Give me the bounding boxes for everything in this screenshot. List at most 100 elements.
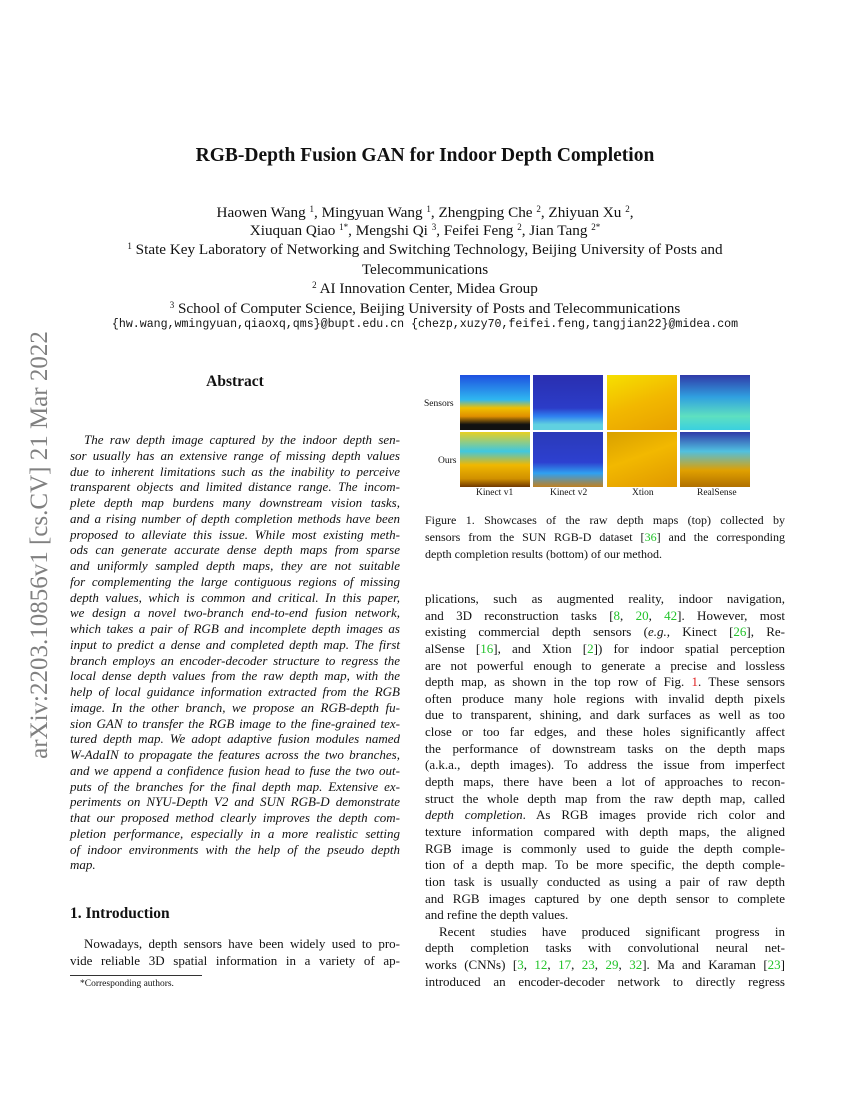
author-name: Haowen Wang (216, 204, 306, 221)
text-line: texture information compared with depth … (425, 823, 785, 839)
introduction-heading: 1. Introduction (70, 905, 170, 922)
text-line: for complementing the large contiguous r… (70, 573, 400, 589)
text-line: Figure 1. Showcases of the raw depth map… (425, 513, 785, 527)
author-affiliation-mark: 2* (591, 222, 601, 232)
author-affiliation-mark: 2 (625, 204, 630, 214)
text-line: tion of a depth map. To be more specific… (425, 857, 785, 873)
arxiv-stamp: arXiv:2203.10856v1 [cs.CV] 21 Mar 2022 (26, 331, 53, 759)
col-label-kinect-v1: Kinect v1 (476, 488, 514, 498)
author-line: Xiuquan Qiao 1*, Mengshi Qi 3, Feifei Fe… (249, 222, 601, 239)
text-line: works (CNNs) [3, 12, 17, 23, 29, 32]. Ma… (425, 957, 786, 973)
author-name: Zhengping Che (438, 204, 533, 221)
text-line: and uniformly sampled depth maps, they a… (70, 558, 400, 573)
depth-map-sensors-kinect-v2 (533, 375, 603, 430)
author-name: Jian Tang (529, 222, 588, 239)
text-line: that our proposed method clearly improve… (70, 810, 400, 825)
text-line: struct the whole depth map from the raw … (425, 790, 785, 806)
text-line: which takes a pair of RGB and incomplete… (70, 621, 400, 636)
text-line: tion task is usually conducted as using … (425, 873, 785, 889)
author-name: Mingyuan Wang (321, 204, 423, 221)
text-line: local dense depth values from the raw de… (70, 668, 400, 684)
text-line: image. In the other branch, we propose a… (70, 699, 400, 715)
footnote: *Corresponding authors. (80, 979, 174, 989)
text-line: help of local guidance information extra… (70, 684, 400, 699)
author-name: Mengshi Qi (355, 222, 428, 239)
depth-map-ours-xtion (607, 432, 677, 487)
author-name: Feifei Feng (443, 222, 514, 239)
text-line: puts of the branches for the final depth… (70, 778, 400, 794)
depth-map-ours-kinect-v1 (460, 432, 530, 487)
text-line: due to transparent, shining, and dark su… (425, 707, 785, 723)
row-label-ours: Ours (438, 456, 457, 466)
text-line: the performance of downstream tasks on t… (425, 740, 785, 756)
text-line: we design a novel two-branch end-to-end … (70, 605, 400, 621)
text-line: ods can generate accurate dense depth ma… (70, 542, 400, 558)
text-line: alSense [16], and Xtion [2]) for indoor … (425, 640, 785, 656)
text-line: W-AdaIN to propagate the features across… (70, 747, 400, 762)
text-line: and we append a confidence fusion head t… (70, 762, 400, 778)
text-line: depth completion results (bottom) of our… (425, 547, 662, 561)
abstract-heading: Abstract (206, 373, 264, 390)
text-line: The raw depth image captured by the indo… (84, 432, 400, 447)
text-line: existing commercial depth sensors (e.g.,… (425, 624, 786, 640)
depth-map-sensors-realsense (680, 375, 750, 430)
emails: {hw.wang,wmingyuan,qiaoxq,qms}@bupt.edu.… (111, 318, 739, 331)
author-affiliation-mark: 1 (309, 204, 314, 214)
introduction-body: Nowadays, depth sensors have been widely… (70, 936, 400, 969)
depth-map-ours-kinect-v2 (533, 432, 603, 487)
text-line: and 3D reconstruction tasks [8, 20, 42].… (425, 607, 786, 623)
text-line: map. (70, 857, 96, 873)
text-line: depth map, as shown in the top row of Fi… (425, 674, 785, 690)
author-affiliation-mark: 1* (339, 222, 349, 232)
text-line: are not powerful enough to generate a pr… (425, 657, 785, 673)
text-line: transparent objects and limited distance… (70, 479, 400, 495)
author-affiliation-mark: 1 (426, 204, 431, 214)
text-line: sion GAN to transfer the RGB image to th… (70, 715, 400, 731)
col-label-xtion: Xtion (632, 488, 654, 498)
abstract-body: The raw depth image captured by the indo… (70, 432, 400, 873)
text-line: (a.k.a., depth images). To address the i… (425, 757, 785, 773)
text-line: vide reliable 3D spatial information in … (70, 952, 400, 968)
text-line: branch employs an encoder-decoder struct… (70, 652, 400, 668)
paper-title: RGB-Depth Fusion GAN for Indoor Depth Co… (195, 145, 655, 166)
row-label-sensors: Sensors (424, 399, 454, 409)
text-line: periments on NYU-Depth V2 and SUN RGB-D … (70, 794, 400, 810)
affiliation-line: 3 School of Computer Science, Beijing Un… (169, 299, 681, 317)
text-line: close or too far edges, and these holes … (425, 724, 785, 740)
affiliation-line: 2 AI Innovation Center, Midea Group (312, 280, 538, 297)
text-line: sensors from the SUN RGB-D dataset [36] … (425, 530, 785, 544)
depth-map-ours-realsense (680, 432, 750, 487)
text-line: proposed to alleviate this issue. While … (70, 526, 400, 542)
text-line: and RGB images captured by one depth sen… (425, 890, 785, 906)
text-line: of indoor environments with the help of … (70, 841, 400, 857)
author-affiliation-mark: 3 (431, 222, 437, 232)
text-line: depth maps, there have been a lot of app… (425, 774, 785, 790)
text-line: and refine the depth values. (425, 907, 569, 923)
author-affiliation-mark: 2 (536, 204, 541, 214)
depth-map-sensors-xtion (607, 375, 677, 430)
text-line: plete depth map burdens many downstream … (70, 495, 400, 510)
text-line: RGB image is commonly used to guide the … (425, 840, 785, 856)
author-affiliation-mark: 2 (517, 222, 522, 232)
author-name: Zhiyuan Xu (548, 204, 622, 221)
col-label-realsense: RealSense (697, 488, 737, 498)
text-line: sor usually has an extensive range of mi… (70, 447, 400, 463)
text-line: plications, such as augmented reality, i… (425, 591, 785, 606)
text-line: tured depth map. We adopt adaptive fusio… (70, 731, 400, 747)
author-line: Haowen Wang 1, Mingyuan Wang 1, Zhengpin… (216, 204, 634, 221)
text-line: often produce many hole regions with inv… (425, 690, 785, 706)
text-line: depth completion tasks with convolutiona… (425, 940, 785, 956)
col-label-kinect-v2: Kinect v2 (550, 488, 588, 498)
affiliation-line: Telecommunications (361, 260, 489, 278)
author-name: Xiuquan Qiao (249, 222, 336, 239)
text-line: due to inherent limitations such as the … (70, 463, 400, 479)
text-line: depth completion. As RGB images provide … (425, 807, 785, 823)
text-line: input to predict a dense and completed d… (70, 636, 400, 652)
footnote-rule (70, 975, 202, 976)
text-line: pletion performance, especially in a mor… (70, 825, 400, 841)
figure-caption: Figure 1. Showcases of the raw depth map… (425, 512, 785, 563)
text-line: Nowadays, depth sensors have been widely… (84, 936, 400, 951)
text-line: Recent studies have produced significant… (439, 923, 785, 939)
text-line: and a rising number of depth completion … (70, 510, 400, 526)
depth-map-sensors-kinect-v1 (460, 375, 530, 430)
